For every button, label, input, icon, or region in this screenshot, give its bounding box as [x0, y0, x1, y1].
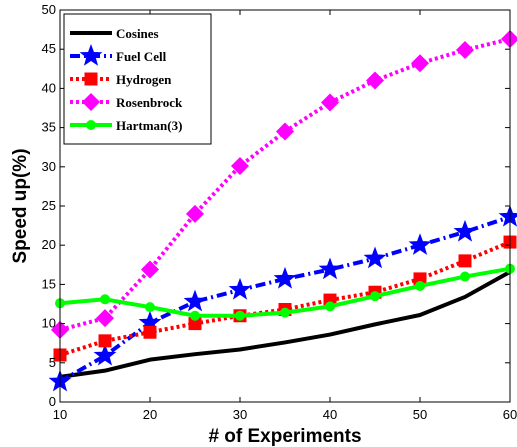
y-tick-label: 5: [49, 355, 56, 370]
data-point-fuel-cell: [93, 343, 117, 366]
data-point-fuel-cell: [363, 246, 387, 269]
legend-marker-rosenbrock: [82, 93, 100, 111]
legend-marker-hydrogen: [84, 72, 98, 86]
data-point-hartman-3: [325, 301, 335, 312]
data-point-rosenbrock: [366, 71, 384, 90]
series-cosines: [59, 270, 511, 379]
y-tick-label: 0: [49, 394, 56, 409]
legend-item-hydrogen: Hydrogen: [70, 72, 172, 87]
data-point-fuel-cell: [228, 277, 252, 300]
data-point-fuel-cell: [273, 266, 297, 289]
legend-item-rosenbrock: Rosenbrock: [70, 93, 183, 111]
y-tick-label: 40: [42, 80, 56, 95]
data-point-hartman-3: [235, 310, 245, 321]
y-tick-label: 45: [42, 41, 56, 56]
data-point-hartman-3: [280, 307, 290, 318]
data-point-hartman-3: [415, 280, 425, 291]
x-tick-label: 20: [143, 407, 157, 422]
data-point-hartman-3: [145, 302, 155, 313]
data-point-fuel-cell: [498, 204, 517, 227]
legend-item-hartman-3: Hartman(3): [70, 118, 182, 133]
data-point-hydrogen: [98, 334, 112, 348]
y-tick-label: 25: [42, 198, 56, 213]
data-point-hydrogen: [188, 317, 202, 331]
data-point-hartman-3: [100, 294, 110, 305]
y-tick-label: 50: [42, 2, 56, 17]
legend-items: Cosines Fuel Cell Hydrogen Rosenbrock Hartma…: [70, 26, 183, 133]
data-point-hartman-3: [370, 291, 380, 302]
series-line-fuel-cell: [59, 215, 511, 384]
x-tick-label: 40: [323, 407, 337, 422]
legend-label-hartman-3: Hartman(3): [116, 118, 182, 133]
data-point-hartman-3: [460, 271, 470, 282]
legend-label-cosines: Cosines: [116, 26, 159, 41]
data-point-fuel-cell: [408, 233, 432, 255]
legend-item-cosines: Cosines: [70, 26, 159, 41]
data-point-fuel-cell: [138, 310, 162, 333]
data-point-rosenbrock: [186, 204, 204, 223]
x-axis-label: # of Experiments: [208, 426, 361, 447]
series-line-cosines: [59, 270, 511, 379]
y-axis-label: Speed up(%): [10, 148, 31, 263]
legend-label-fuel-cell: Fuel Cell: [116, 49, 167, 64]
data-point-hydrogen: [458, 254, 472, 268]
data-point-hydrogen: [413, 272, 427, 286]
x-tick-label: 60: [503, 407, 517, 422]
legend-marker-hartman-3: [86, 120, 96, 130]
data-point-rosenbrock: [276, 122, 294, 141]
data-point-hartman-3: [190, 310, 200, 321]
x-tick-label: 10: [53, 407, 67, 422]
data-point-rosenbrock: [96, 309, 114, 328]
data-point-fuel-cell: [183, 289, 207, 312]
y-tick-label: 10: [42, 316, 56, 331]
data-point-rosenbrock: [141, 260, 159, 279]
series-layer: [48, 30, 517, 392]
data-point-rosenbrock: [321, 93, 339, 112]
y-tick-label: 35: [42, 120, 56, 135]
data-point-rosenbrock: [501, 30, 517, 49]
series-fuel-cell: [48, 204, 517, 392]
data-point-fuel-cell: [318, 257, 342, 280]
x-tick-label: 30: [233, 407, 247, 422]
legend-marker-fuel-cell: [79, 44, 103, 66]
y-tick-label: 20: [42, 237, 56, 252]
legend: Cosines Fuel Cell Hydrogen Rosenbrock Hartma…: [63, 13, 212, 145]
legend-item-fuel-cell: Fuel Cell: [70, 44, 167, 66]
y-tick-label: 15: [42, 276, 56, 291]
data-point-fuel-cell: [453, 219, 477, 242]
data-point-rosenbrock: [411, 54, 429, 73]
legend-label-hydrogen: Hydrogen: [116, 72, 172, 87]
data-point-hydrogen: [143, 325, 157, 339]
tick-layer: 10 20 30 40 50 60 0 5 10 15 20 25 30 35 40 45 50: [42, 2, 517, 422]
legend-label-rosenbrock: Rosenbrock: [116, 95, 183, 110]
data-point-rosenbrock: [231, 157, 249, 176]
x-tick-label: 50: [413, 407, 427, 422]
data-point-rosenbrock: [456, 40, 474, 59]
y-tick-label: 30: [42, 159, 56, 174]
